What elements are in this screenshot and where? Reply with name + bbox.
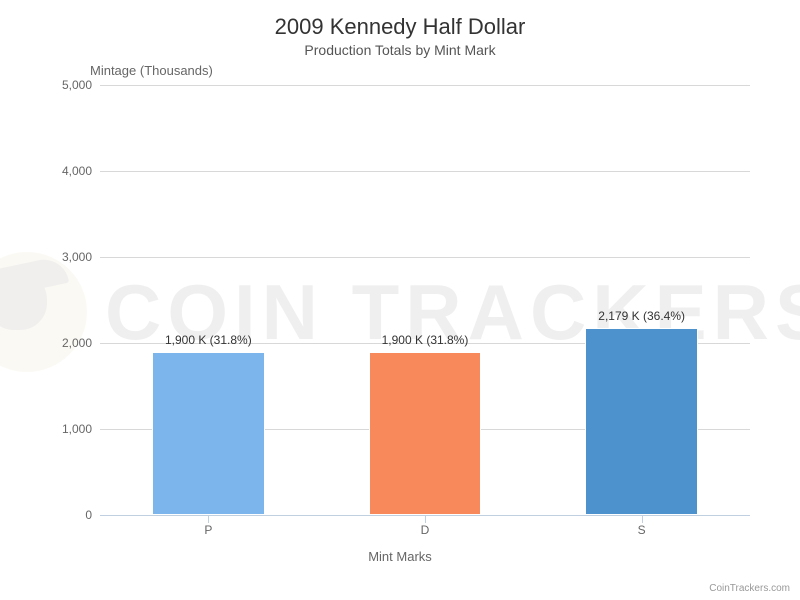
y-tick-label: 4,000: [62, 164, 92, 178]
bar-value-label: 1,900 K (31.8%): [382, 333, 469, 347]
credits: CoinTrackers.com: [709, 583, 790, 594]
gridline: [100, 85, 750, 86]
plot-area: 01,0002,0003,0004,0005,0001,900 K (31.8%…: [100, 85, 750, 515]
y-tick-label: 5,000: [62, 78, 92, 92]
x-axis-title: Mint Marks: [0, 549, 800, 564]
x-tick-mark: [642, 515, 643, 523]
y-tick-label: 2,000: [62, 336, 92, 350]
x-tick-label: D: [421, 523, 430, 537]
x-tick-mark: [208, 515, 209, 523]
bar[interactable]: 1,900 K (31.8%): [152, 352, 265, 515]
gridline: [100, 171, 750, 172]
gridline: [100, 257, 750, 258]
x-tick-mark: [425, 515, 426, 523]
y-axis-title: Mintage (Thousands): [90, 63, 213, 78]
bar[interactable]: 2,179 K (36.4%): [585, 328, 698, 515]
y-tick-label: 0: [85, 508, 92, 522]
bar-value-label: 1,900 K (31.8%): [165, 333, 252, 347]
chart-title: 2009 Kennedy Half Dollar: [0, 14, 800, 40]
bar[interactable]: 1,900 K (31.8%): [369, 352, 482, 515]
x-tick-label: P: [204, 523, 212, 537]
chart-subtitle: Production Totals by Mint Mark: [0, 42, 800, 58]
bar-chart: COIN TRACKERS 2009 Kennedy Half Dollar P…: [0, 0, 800, 600]
y-tick-label: 1,000: [62, 422, 92, 436]
bar-value-label: 2,179 K (36.4%): [598, 309, 685, 323]
y-tick-label: 3,000: [62, 250, 92, 264]
x-tick-label: S: [638, 523, 646, 537]
watermark-logo-icon: [0, 252, 87, 372]
